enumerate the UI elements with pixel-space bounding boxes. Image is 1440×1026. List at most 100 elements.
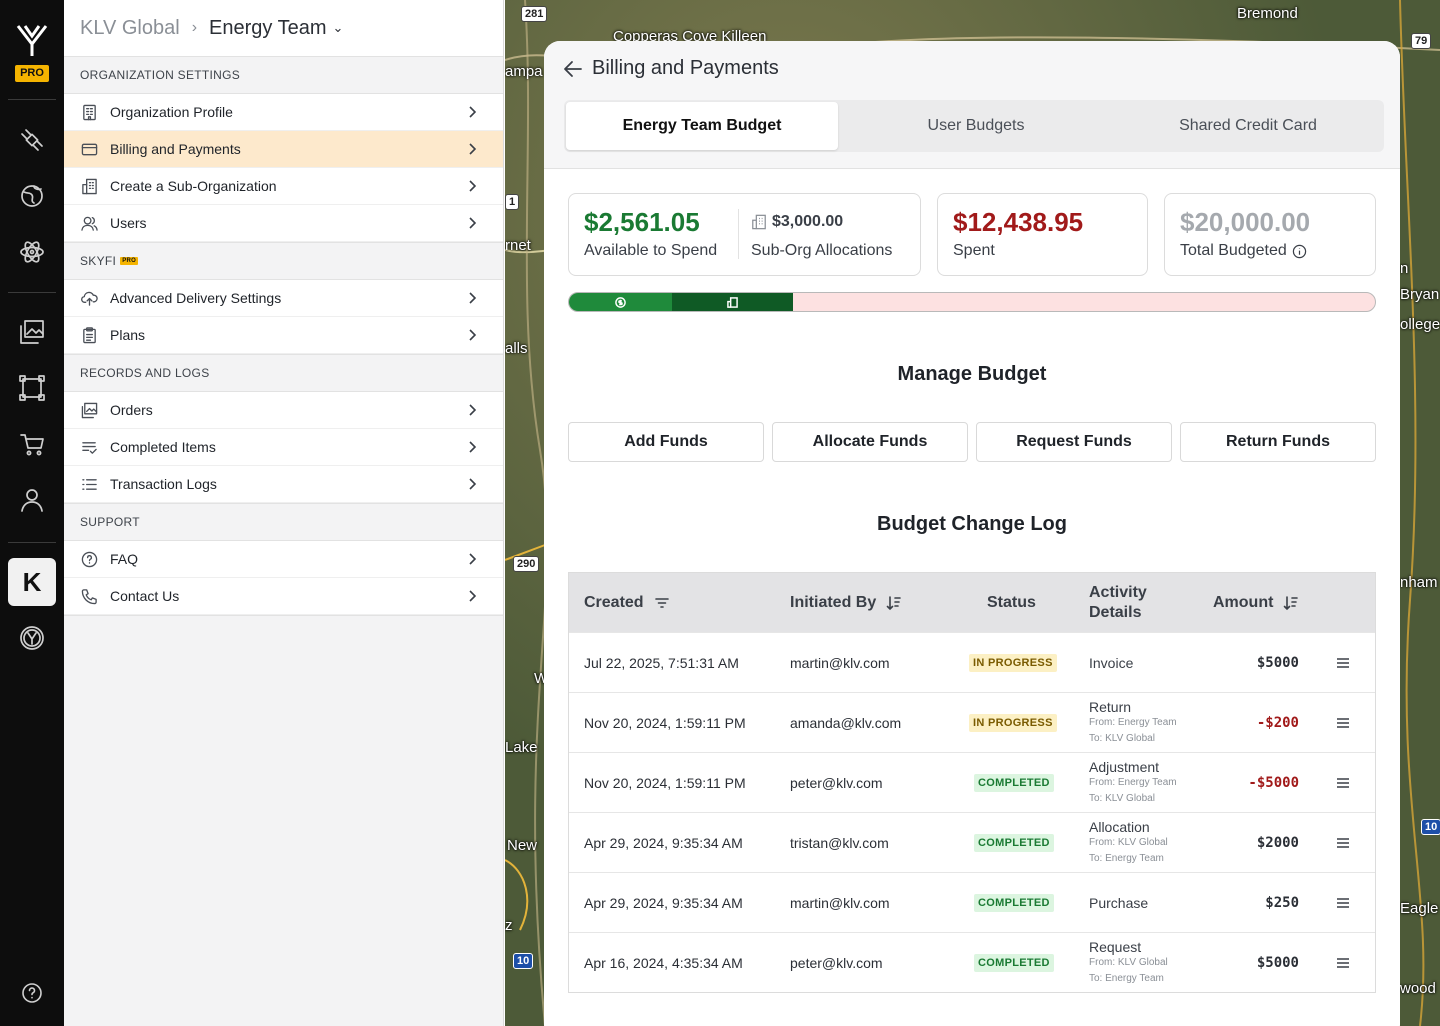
total-label-wrap: Total Budgeted	[1180, 242, 1307, 260]
col-label: Initiated By	[790, 593, 877, 611]
cart-icon[interactable]	[16, 428, 48, 460]
menu-label: Billing and Payments	[110, 141, 241, 157]
tab-shared-credit-card[interactable]: Shared Credit Card	[1179, 117, 1317, 134]
activity-from: From: Energy Team	[1089, 777, 1177, 788]
info-icon[interactable]	[1292, 244, 1307, 259]
tab-user-budgets[interactable]: User Budgets	[927, 117, 1025, 134]
table-row[interactable]: Nov 20, 2024, 1:59:11 PM amanda@klv.com IN…	[569, 692, 1375, 752]
menu-billing-and-payments[interactable]: Billing and Payments	[64, 131, 503, 168]
highway-shield: 290	[513, 556, 540, 572]
menu-create-sub-organization[interactable]: Create a Sub-Organization	[64, 168, 503, 205]
row-menu-icon[interactable]	[1335, 955, 1351, 971]
available-amount: $2,561.05	[584, 207, 700, 237]
cell-initiated-by: tristan@klv.com	[790, 835, 889, 851]
cell-amount: $2000	[1256, 835, 1299, 851]
sort-icon[interactable]	[1283, 595, 1299, 611]
map-label: ampa	[505, 63, 543, 80]
menu-transaction-logs[interactable]: Transaction Logs	[64, 466, 503, 503]
sort-icon[interactable]	[886, 595, 902, 611]
menu-contact-us[interactable]: Contact Us	[64, 578, 503, 615]
activity-from: From: Energy Team	[1089, 717, 1177, 728]
row-menu-icon[interactable]	[1335, 895, 1351, 911]
cell-initiated-by: martin@klv.com	[790, 895, 890, 911]
row-menu-icon[interactable]	[1335, 835, 1351, 851]
map-label: Bryan	[1400, 286, 1440, 303]
return-funds-button[interactable]: Return Funds	[1180, 422, 1376, 462]
col-created[interactable]: Created	[584, 573, 670, 632]
satellite-icon[interactable]	[16, 124, 48, 156]
add-funds-button[interactable]: Add Funds	[568, 422, 764, 462]
org-settings-group: Organization Profile Billing and Payment…	[64, 94, 503, 243]
atom-icon[interactable]	[16, 236, 48, 268]
menu-completed-items[interactable]: Completed Items	[64, 429, 503, 466]
cell-initiated-by: martin@klv.com	[790, 655, 890, 671]
chevron-down-icon[interactable]: ⌄	[332, 20, 344, 35]
rail-divider	[8, 292, 56, 293]
help-icon[interactable]	[21, 982, 43, 1004]
allocate-funds-button[interactable]: Allocate Funds	[772, 422, 968, 462]
pro-badge: PRO	[15, 65, 49, 82]
activity-type: Request	[1089, 939, 1142, 955]
row-menu-icon[interactable]	[1335, 775, 1351, 791]
status-badge: COMPLETED	[974, 774, 1054, 792]
status-badge: COMPLETED	[974, 834, 1054, 852]
globe-icon[interactable]	[16, 180, 48, 212]
icon-rail: PRO K	[0, 0, 64, 1026]
breadcrumb-root[interactable]: KLV Global	[80, 16, 180, 39]
menu-users[interactable]: Users	[64, 205, 503, 242]
chevron-right-icon	[465, 551, 479, 567]
activity-type: Return	[1089, 699, 1132, 715]
highway-shield: 1	[505, 194, 520, 210]
col-initiated-by[interactable]: Initiated By	[790, 573, 902, 632]
gallery-icon[interactable]	[16, 316, 48, 348]
row-menu-icon[interactable]	[1335, 655, 1351, 671]
menu-faq[interactable]: FAQ	[64, 541, 503, 578]
map-label: nham	[1400, 574, 1438, 591]
filter-icon[interactable]	[654, 595, 670, 611]
pro-badge: PRO	[120, 257, 139, 265]
table-row[interactable]: Nov 20, 2024, 1:59:11 PM peter@klv.com COM…	[569, 752, 1375, 812]
menu-advanced-delivery-settings[interactable]: Advanced Delivery Settings	[64, 280, 503, 317]
breadcrumb-separator-icon: ›	[191, 19, 198, 36]
budget-actions: Add Funds Allocate Funds Request Funds R…	[568, 422, 1376, 462]
tab-energy-team-budget[interactable]: Energy Team Budget	[566, 102, 838, 150]
col-amount[interactable]: Amount	[1213, 573, 1299, 632]
table-row[interactable]: Jul 22, 2025, 7:51:31 AM martin@klv.com IN…	[569, 632, 1375, 692]
status-badge: COMPLETED	[974, 894, 1054, 912]
back-arrow-icon[interactable]	[562, 58, 584, 80]
question-icon	[80, 550, 98, 568]
menu-label: Completed Items	[110, 439, 216, 455]
map-label: Eagle	[1400, 900, 1439, 917]
skyfi-circle-icon[interactable]	[16, 622, 48, 654]
page-title: Billing and Payments	[592, 57, 779, 79]
cell-activity: Invoice	[1089, 633, 1133, 693]
records-group: Orders Completed Items Transaction Logs	[64, 392, 503, 504]
table-row[interactable]: Apr 16, 2024, 4:35:34 AM peter@klv.com COM…	[569, 932, 1375, 992]
suborg-amount-wrap: $3,000.00	[751, 213, 843, 231]
activity-type: Purchase	[1089, 895, 1149, 911]
table-row[interactable]: Apr 29, 2024, 9:35:34 AM martin@klv.com CO…	[569, 872, 1375, 932]
suborg-label: Sub-Org Allocations	[751, 242, 893, 259]
menu-plans[interactable]: Plans	[64, 317, 503, 354]
available-label: Available to Spend	[584, 242, 718, 259]
skyfi-logo-icon[interactable]	[16, 24, 48, 58]
map-label: alls	[505, 340, 528, 357]
chevron-right-icon	[465, 141, 479, 157]
total-label: Total Budgeted	[1180, 242, 1287, 259]
map-label: rnet	[505, 237, 531, 254]
row-menu-icon[interactable]	[1335, 715, 1351, 731]
user-icon[interactable]	[16, 484, 48, 516]
menu-label: Advanced Delivery Settings	[110, 290, 282, 306]
org-switcher-k[interactable]: K	[8, 558, 56, 606]
activity-type: Invoice	[1089, 655, 1134, 671]
menu-orders[interactable]: Orders	[64, 392, 503, 429]
crop-area-icon[interactable]	[16, 372, 48, 404]
cell-created: Nov 20, 2024, 1:59:11 PM	[584, 715, 746, 731]
request-funds-button[interactable]: Request Funds	[976, 422, 1172, 462]
highway-shield: 281	[521, 6, 548, 22]
menu-organization-profile[interactable]: Organization Profile	[64, 94, 503, 131]
table-row[interactable]: Apr 29, 2024, 9:35:34 AM tristan@klv.com C…	[569, 812, 1375, 872]
highway-shield: 10	[1421, 819, 1440, 835]
breadcrumb-current[interactable]: Energy Team	[209, 16, 327, 39]
col-status: Status	[987, 573, 1036, 632]
